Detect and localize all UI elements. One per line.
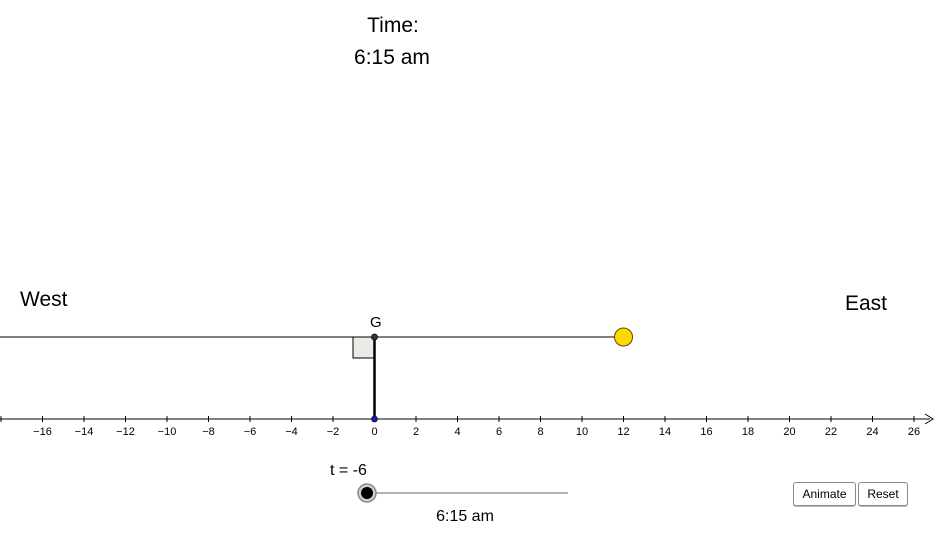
slider-time-text: 6:15 am [436,508,494,525]
right-angle-marker [352,336,375,359]
axis-tick-label: 22 [825,426,837,438]
axis-tick-label: 0 [371,426,377,438]
animate-button[interactable]: Animate [793,482,856,506]
slider-handle[interactable] [361,487,373,499]
axis-tick-label: 24 [866,426,878,438]
axis-tick-label: −16 [33,426,52,438]
west-label: West [20,288,68,311]
axis-tick-label: −12 [116,426,135,438]
x-axis-arrow [924,413,934,425]
axis-tick-label: 8 [537,426,543,438]
time-heading: Time: [367,14,419,37]
axis-tick-label: 10 [576,426,588,438]
point-g[interactable] [371,333,378,341]
point-g-label: G [370,314,382,331]
axis-tick-label: 12 [617,426,629,438]
axis-tick-label: −2 [327,426,340,438]
axis-tick-label: 2 [413,426,419,438]
axis-tick-label: 6 [496,426,502,438]
axis-tick-label: 16 [700,426,712,438]
sun-icon[interactable] [614,327,633,347]
axis-tick-label: 18 [742,426,754,438]
axis-tick-label: −14 [75,426,94,438]
origin-point[interactable] [371,415,378,423]
time-value: 6:15 am [354,46,430,69]
axis-tick-label: 14 [659,426,671,438]
axis-tick-label: −8 [202,426,215,438]
axis-tick-label: 4 [454,426,460,438]
axis-tick-label: −6 [244,426,257,438]
axis-tick-label: −10 [158,426,177,438]
reset-button[interactable]: Reset [858,482,908,506]
axis-tick-label: 26 [908,426,920,438]
axis-tick-label: 20 [783,426,795,438]
slider-caption: t = -6 [330,462,367,479]
east-label: East [845,292,888,315]
axis-tick-label: −4 [285,426,298,438]
axis-ticks: −16 −14 −12 −10 −8 −6 −4 −2 0 2 4 6 8 10 12 14 16 18 20 22 2… [0,416,920,438]
